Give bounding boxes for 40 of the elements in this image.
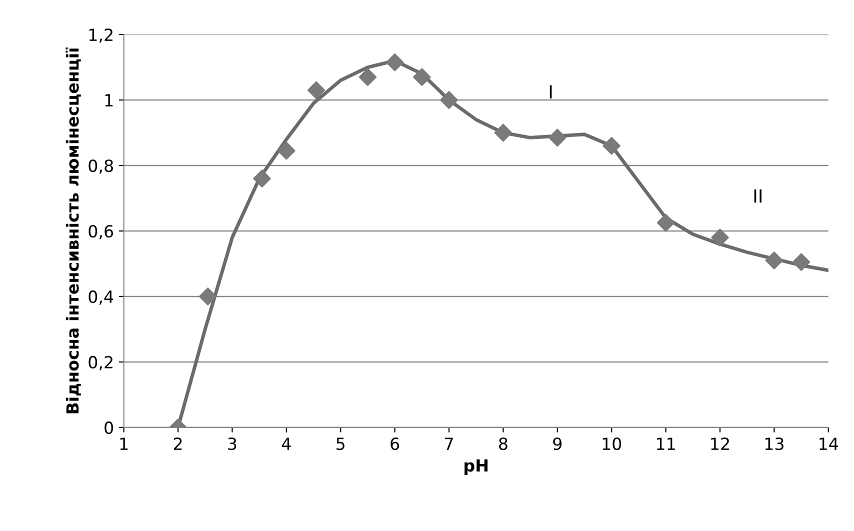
point [307,81,326,100]
point [548,128,566,147]
y-tick-label: 0 [104,421,113,434]
x-tick-label: 14 [820,438,838,450]
point [656,214,675,232]
point [358,68,377,86]
y-tick-label: 0,6 [88,224,114,240]
x-tick-label: 2 [174,437,182,450]
point [278,142,296,160]
x-tick-label: 10 [602,437,622,450]
x-tick-label: 6 [390,437,400,450]
x-tick-label: 3 [228,437,236,450]
x-tick-label: 8 [499,437,508,450]
point [792,253,810,272]
y-tick-label: 0,4 [88,290,114,305]
x-axis-title: pH [464,459,488,475]
annotation: II [754,189,762,203]
y-tick-label: 0,8 [88,159,113,174]
point [494,124,512,142]
y-tick-label: 0,2 [88,356,112,370]
annotation: I [550,85,552,98]
x-tick-label: 11 [657,438,675,450]
point [253,170,271,188]
x-tick-label: 5 [336,438,344,450]
point [386,53,404,72]
x-tick-label: 4 [282,438,291,450]
x-tick-label: 1 [120,438,128,450]
point [440,91,458,109]
y-axis-title: Відносна інтенсивність люмінесценції [66,47,81,414]
x-tick-label: 12 [711,437,729,450]
point [711,228,729,246]
x-tick-label: 9 [553,437,562,450]
point [412,68,431,86]
y-tick-label: 1,2 [89,28,112,43]
point [198,288,217,306]
x-tick-label: 7 [445,438,453,450]
y-tick-label: 1 [105,94,113,106]
point [602,136,621,155]
x-tick-label: 13 [765,437,784,450]
point [765,252,784,270]
